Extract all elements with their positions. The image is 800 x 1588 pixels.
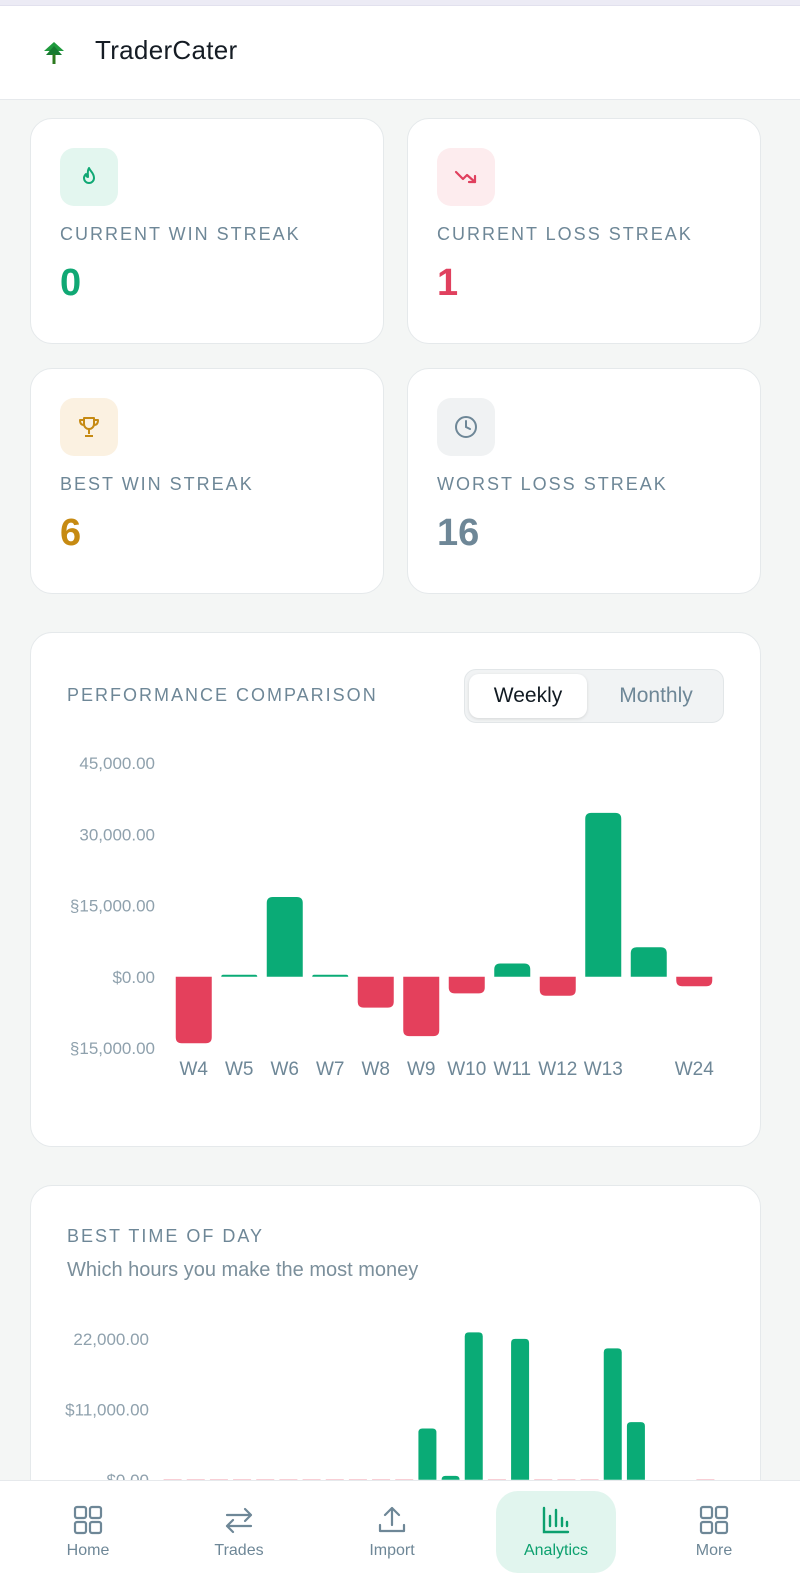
toggle-monthly[interactable]: Monthly bbox=[619, 684, 693, 707]
stat-value: 6 bbox=[60, 512, 82, 554]
trophy-icon bbox=[60, 398, 118, 456]
nav-home[interactable]: Home bbox=[28, 1491, 148, 1573]
bar bbox=[357, 976, 394, 1008]
bar bbox=[312, 974, 349, 977]
trend-down-icon bbox=[437, 148, 495, 206]
nav-home-label: Home bbox=[66, 1542, 110, 1559]
nav-trades[interactable]: Trades bbox=[179, 1491, 299, 1573]
stat-value: 1 bbox=[437, 262, 459, 304]
grid-icon bbox=[699, 1505, 729, 1535]
tree-logo-icon[interactable] bbox=[42, 40, 66, 66]
y-tick-label: §15,000.00 bbox=[70, 1039, 155, 1058]
nav-analytics[interactable]: Analytics bbox=[496, 1491, 616, 1573]
nav-import[interactable]: Import bbox=[332, 1491, 452, 1573]
grid-icon bbox=[73, 1505, 103, 1535]
bar bbox=[676, 976, 713, 987]
y-tick-label: $0.00 bbox=[112, 968, 155, 987]
swap-arrows-icon bbox=[225, 1507, 253, 1534]
stat-card-current-win-streak: CURRENT WIN STREAK 0 bbox=[30, 118, 384, 344]
performance-title: PERFORMANCE COMPARISON bbox=[67, 685, 378, 705]
bar bbox=[626, 1422, 645, 1480]
bar bbox=[418, 1428, 437, 1480]
stat-value: 0 bbox=[60, 262, 82, 304]
bottom-nav: Home Trades Import Analytics More bbox=[0, 1480, 800, 1588]
y-tick-label: 45,000.00 bbox=[79, 754, 155, 773]
stat-card-best-win-streak: BEST WIN STREAK 6 bbox=[30, 368, 384, 594]
bar bbox=[175, 976, 212, 1044]
nav-more[interactable]: More bbox=[654, 1491, 774, 1573]
bar-chart-icon bbox=[542, 1506, 570, 1534]
x-tick-label: W5 bbox=[225, 1059, 254, 1080]
flame-icon bbox=[60, 148, 118, 206]
bar bbox=[630, 947, 667, 977]
x-tick-label: W11 bbox=[493, 1059, 531, 1080]
stat-label: BEST WIN STREAK bbox=[60, 474, 254, 494]
y-tick-label: $11,000.00 bbox=[65, 1400, 149, 1419]
stat-card-worst-loss-streak: WORST LOSS STREAK 16 bbox=[407, 368, 761, 594]
stat-label: CURRENT WIN STREAK bbox=[60, 224, 301, 244]
upload-icon bbox=[378, 1506, 406, 1533]
y-tick-label: 30,000.00 bbox=[79, 825, 155, 844]
bar bbox=[494, 963, 531, 977]
app-header: TraderCater bbox=[0, 6, 800, 100]
period-toggle: Weekly Monthly bbox=[464, 669, 724, 723]
performance-comparison-card: PERFORMANCE COMPARISON Weekly Monthly 45… bbox=[30, 632, 761, 1147]
nav-trades-label: Trades bbox=[214, 1542, 264, 1559]
top-edge bbox=[0, 0, 800, 6]
y-tick-label: 22,000.00 bbox=[73, 1330, 149, 1349]
bar bbox=[441, 1475, 460, 1480]
x-tick-label: W13 bbox=[584, 1059, 623, 1080]
x-tick-label: W4 bbox=[180, 1059, 209, 1080]
time-of-day-title: BEST TIME OF DAY bbox=[67, 1226, 265, 1246]
bar bbox=[403, 976, 440, 1037]
stat-label: WORST LOSS STREAK bbox=[437, 474, 668, 494]
clock-icon bbox=[437, 398, 495, 456]
performance-bar-chart: 45,000.00 30,000.00 §15,000.00 $0.00 §15,000… bbox=[70, 754, 715, 1080]
y-tick-label: §15,000.00 bbox=[70, 897, 155, 916]
x-tick-label: W6 bbox=[271, 1059, 300, 1080]
bar bbox=[266, 896, 303, 977]
bar bbox=[221, 974, 258, 977]
nav-import-label: Import bbox=[369, 1542, 415, 1559]
x-tick-label: W12 bbox=[538, 1059, 577, 1080]
x-tick-label: W9 bbox=[407, 1059, 436, 1080]
bar bbox=[448, 976, 485, 994]
time-of-day-subtitle: Which hours you make the most money bbox=[67, 1259, 419, 1281]
x-tick-label: W8 bbox=[362, 1059, 391, 1080]
bar bbox=[585, 812, 622, 977]
x-tick-label: W10 bbox=[447, 1059, 486, 1080]
app-title[interactable]: TraderCater bbox=[95, 35, 238, 65]
nav-analytics-label: Analytics bbox=[523, 1542, 589, 1559]
stat-label: CURRENT LOSS STREAK bbox=[437, 224, 693, 244]
bar bbox=[464, 1332, 483, 1480]
bar bbox=[511, 1338, 530, 1480]
stat-value: 16 bbox=[437, 512, 480, 554]
bar bbox=[603, 1348, 622, 1480]
toggle-weekly[interactable]: Weekly bbox=[469, 674, 587, 718]
x-tick-label: W24 bbox=[675, 1059, 715, 1080]
bar bbox=[539, 976, 576, 996]
nav-more-label: More bbox=[695, 1542, 733, 1559]
x-tick-label: W7 bbox=[316, 1059, 345, 1080]
stat-card-current-loss-streak: CURRENT LOSS STREAK 1 bbox=[407, 118, 761, 344]
